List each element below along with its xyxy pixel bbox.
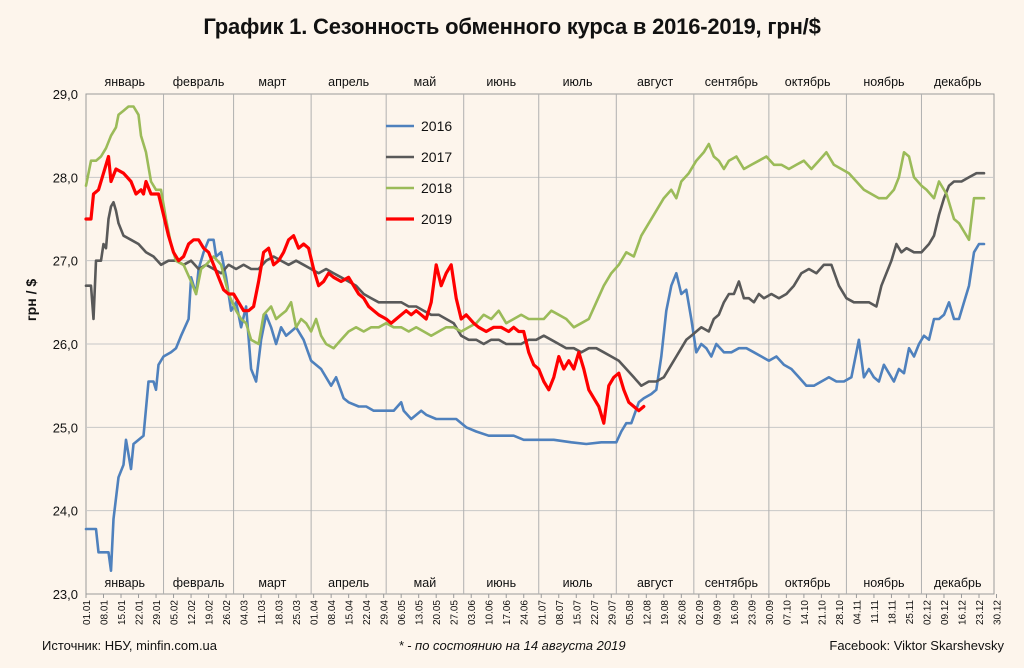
x-tick-label: 30.12 [993,600,1004,625]
month-label-top: октябрь [785,75,831,89]
y-tick-label: 29,0 [53,87,78,102]
y-tick-label: 24,0 [53,504,78,519]
x-tick-label: 04.11 [852,600,863,625]
series-line-2016 [84,238,986,572]
legend-label-2016: 2016 [421,118,452,134]
x-tick-label: 30.09 [765,600,776,625]
legend-label-2018: 2018 [421,180,452,196]
x-tick-label: 01.01 [82,600,93,625]
month-label-bottom: июль [563,576,593,590]
x-tick-label: 27.05 [450,600,461,625]
month-label-top: январь [104,75,145,89]
x-tick-label: 20.05 [432,600,443,625]
x-tick-label: 28.10 [835,600,846,625]
x-tick-label: 12.02 [187,600,198,625]
author-credit: Facebook: Viktor Skarshevsky [829,638,1004,653]
y-tick-label: 25,0 [53,420,78,435]
x-tick-label: 29.07 [607,600,618,625]
x-tick-label: 11.11 [870,600,881,624]
month-label-bottom: июнь [486,576,516,590]
month-label-bottom: апрель [328,576,369,590]
y-axis-title: грн / $ [23,279,39,322]
chart-title: График 1. Сезонность обменного курса в 2… [203,14,821,39]
x-tick-label: 17.06 [502,600,513,625]
month-label-top: сентябрь [705,75,758,89]
x-tick-label: 23.12 [975,600,986,625]
month-label-bottom: февраль [173,576,225,590]
x-tick-label: 22.01 [135,600,146,625]
x-tick-label: 15.04 [345,600,356,625]
x-tick-label: 22.07 [590,600,601,625]
x-tick-label: 22.04 [362,600,373,625]
month-label-bottom: декабрь [934,576,982,590]
month-label-top: июнь [486,75,516,89]
x-tick-label: 24.06 [520,600,531,625]
month-label-top: февраль [173,75,225,89]
x-tick-label: 05.08 [625,600,636,625]
month-label-bottom: сентябрь [705,576,758,590]
x-tick-label: 14.10 [800,600,811,625]
x-tick-label: 18.03 [275,600,286,625]
month-label-top: март [258,75,286,89]
x-tick-label: 07.10 [782,600,793,625]
x-tick-label: 08.01 [100,600,111,625]
month-label-top: апрель [328,75,369,89]
x-tick-label: 13.05 [415,600,426,625]
x-tick-label: 08.04 [327,600,338,625]
legend-label-2019: 2019 [421,211,452,227]
x-tick-label: 19.08 [660,600,671,625]
x-tick-label: 25.11 [905,600,916,625]
x-tick-label: 16.09 [730,600,741,625]
x-tick-label: 23.09 [747,600,758,625]
month-label-top: декабрь [934,75,982,89]
x-tick-label: 18.11 [887,600,898,625]
y-tick-label: 26,0 [53,337,78,352]
x-tick-label: 11.03 [257,600,268,625]
x-tick-label: 10.06 [485,600,496,625]
x-tick-label: 26.08 [677,600,688,625]
x-tick-label: 25.03 [292,600,303,625]
footnote: * - по состоянию на 14 августа 2019 [398,638,626,653]
x-tick-label: 16.12 [957,600,968,625]
month-label-bottom: январь [104,576,145,590]
x-tick-label: 29.01 [152,600,163,625]
x-tick-label: 29.04 [380,600,391,625]
legend-label-2017: 2017 [421,149,452,165]
month-label-bottom: август [637,576,674,590]
x-tick-label: 01.07 [537,600,548,625]
x-tick-label: 21.10 [817,600,828,625]
x-tick-label: 09.12 [940,600,951,625]
x-tick-label: 02.12 [922,600,933,625]
x-tick-label: 05.02 [170,600,181,625]
x-tick-label: 09.09 [712,600,723,625]
x-tick-label: 26.02 [222,600,233,625]
x-tick-label: 06.05 [397,600,408,625]
x-tick-label: 15.01 [117,600,128,625]
x-tick-label: 15.07 [572,600,583,625]
y-tick-label: 28,0 [53,170,78,185]
x-tick-label: 04.03 [240,600,251,625]
month-label-bottom: март [258,576,286,590]
y-tick-label: 27,0 [53,254,78,269]
y-tick-label: 23,0 [53,587,78,602]
month-label-bottom: октябрь [785,576,831,590]
x-tick-label: 02.09 [695,600,706,625]
x-tick-label: 12.08 [642,600,653,625]
month-label-top: июль [563,75,593,89]
series-line-2019 [84,154,646,425]
month-label-top: ноябрь [863,75,904,89]
month-label-bottom: ноябрь [863,576,904,590]
month-label-top: август [637,75,674,89]
x-tick-label: 19.02 [205,600,216,625]
x-tick-label: 03.06 [467,600,478,625]
month-label-bottom: май [414,576,437,590]
x-tick-label: 01.04 [310,600,321,625]
month-label-top: май [414,75,437,89]
x-tick-label: 08.07 [555,600,566,625]
source-note: Источник: НБУ, minfin.com.ua [42,638,218,653]
series-line-2018 [84,105,986,350]
